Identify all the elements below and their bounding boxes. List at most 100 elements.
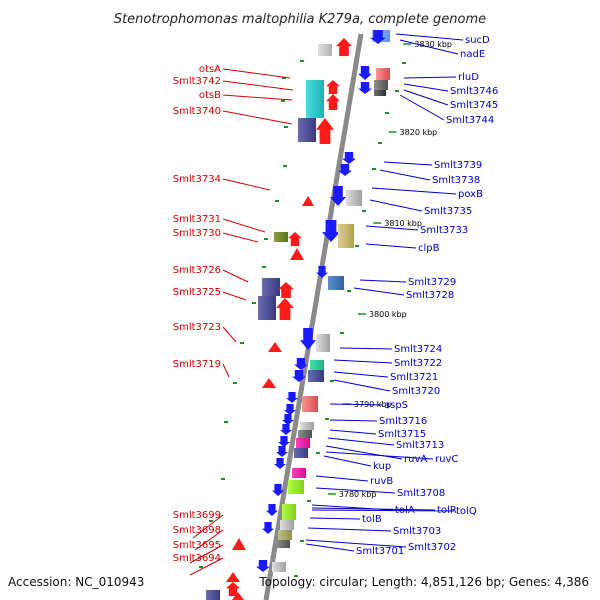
tick-mark xyxy=(281,100,285,102)
gene-block xyxy=(300,422,314,430)
tick-label: 3780 kbp xyxy=(339,490,377,499)
leader-line xyxy=(222,232,259,243)
leader-line xyxy=(222,291,247,301)
gene-label-smlt3702: Smlt3702 xyxy=(408,542,456,553)
gene-arrow-reverse xyxy=(256,560,270,572)
gene-arrow-reverse xyxy=(358,82,372,94)
gene-arrow-forward xyxy=(288,232,302,246)
gene-arrow-reverse xyxy=(286,392,298,403)
tick-mark xyxy=(224,421,228,423)
gene-block xyxy=(294,448,308,458)
gene-label-tolr: tolR xyxy=(437,505,457,516)
gene-label-tolq: tolQ xyxy=(456,506,477,517)
leader-line xyxy=(307,527,392,532)
gene-block xyxy=(274,232,288,242)
gene-arrow-reverse xyxy=(322,220,340,242)
leader-line xyxy=(305,539,407,548)
tick-mark xyxy=(209,520,213,522)
gene-block xyxy=(374,90,386,96)
leader-line xyxy=(365,225,419,231)
leader-line xyxy=(399,94,445,121)
gene-label-clpb: clpB xyxy=(418,243,440,254)
gene-label-smlt3713: Smlt3713 xyxy=(396,440,444,451)
gene-label-smlt3701: Smlt3701 xyxy=(356,546,404,557)
gene-block xyxy=(206,590,220,600)
gene-block xyxy=(302,396,318,412)
gene-label-smlt3733: Smlt3733 xyxy=(420,225,468,236)
tick-mark xyxy=(402,62,406,64)
tick-mark xyxy=(199,566,203,568)
leader-line xyxy=(403,76,457,79)
leader-line xyxy=(353,287,405,296)
tick-mark xyxy=(252,302,256,304)
gene-arrow-forward xyxy=(290,248,304,260)
gene-block xyxy=(308,370,324,382)
leader-line xyxy=(305,543,355,552)
tick-mark xyxy=(362,210,366,212)
leader-line xyxy=(329,419,378,422)
leader-line xyxy=(371,187,457,195)
gene-arrow-forward xyxy=(326,94,340,110)
gene-label-smlt3742: Smlt3742 xyxy=(173,76,221,87)
leader-line xyxy=(379,169,431,181)
gene-label-smlt3729: Smlt3729 xyxy=(408,277,456,288)
tick-mark xyxy=(284,126,288,128)
leader-line xyxy=(325,445,403,460)
leader-line xyxy=(365,243,417,249)
gene-label-smlt3716: Smlt3716 xyxy=(379,416,427,427)
gene-label-smlt3730: Smlt3730 xyxy=(173,228,221,239)
tick-mark xyxy=(300,60,304,62)
gene-block xyxy=(272,562,286,572)
gene-arrow-forward xyxy=(232,538,246,550)
gene-arrow-forward xyxy=(302,196,314,206)
tick-mark xyxy=(233,382,237,384)
gene-arrow-forward xyxy=(326,80,340,94)
gene-arrow-forward xyxy=(262,378,276,388)
gene-arrow-forward xyxy=(232,592,244,600)
gene-block xyxy=(296,438,310,448)
gene-label-asps: aspS xyxy=(384,400,408,411)
leader-line xyxy=(222,80,294,91)
leader-line xyxy=(222,94,293,101)
tick-mark xyxy=(283,165,287,167)
gene-label-smlt3725: Smlt3725 xyxy=(173,287,221,298)
gene-label-smlt3694: Smlt3694 xyxy=(173,553,221,564)
gene-arrow-forward xyxy=(336,38,352,56)
gene-label-ruva: ruvA xyxy=(404,454,427,465)
gene-arrow-reverse xyxy=(292,370,306,382)
leader-line xyxy=(222,326,237,343)
gene-arrow-reverse xyxy=(370,30,386,44)
gene-label-otsa: otsA xyxy=(199,64,221,75)
gene-arrow-reverse xyxy=(300,328,316,350)
gene-arrow-reverse xyxy=(274,458,286,469)
gene-label-smlt3703: Smlt3703 xyxy=(393,526,441,537)
tick-mark xyxy=(294,575,298,577)
tick-mark xyxy=(355,245,359,247)
leader-line xyxy=(333,379,391,392)
gene-label-smlt3745: Smlt3745 xyxy=(450,100,498,111)
gene-label-otsb: otsB xyxy=(199,90,221,101)
map-title: Stenotrophomonas maltophilia K279a, comp… xyxy=(114,12,486,27)
gene-label-smlt3715: Smlt3715 xyxy=(378,429,426,440)
gene-block xyxy=(292,468,306,478)
leader-line xyxy=(327,437,395,446)
tick-mark xyxy=(262,266,266,268)
leader-line xyxy=(309,517,361,520)
tick-mark xyxy=(264,238,268,240)
tick-mark xyxy=(395,90,399,92)
gene-block xyxy=(280,520,294,530)
leader-line xyxy=(329,403,383,406)
gene-label-smlt3699: Smlt3699 xyxy=(173,510,221,521)
gene-label-smlt3734: Smlt3734 xyxy=(173,174,221,185)
gene-arrow-reverse xyxy=(282,414,294,425)
gene-label-smlt3728: Smlt3728 xyxy=(406,290,454,301)
gene-block xyxy=(276,540,290,548)
gene-arrow-reverse xyxy=(316,266,328,278)
leader-line xyxy=(383,161,433,166)
gene-label-smlt3720: Smlt3720 xyxy=(392,386,440,397)
gene-arrow-reverse xyxy=(338,164,352,176)
genome-backbone xyxy=(263,33,364,600)
gene-label-kup: kup xyxy=(373,461,391,472)
tick-mark xyxy=(282,77,286,79)
